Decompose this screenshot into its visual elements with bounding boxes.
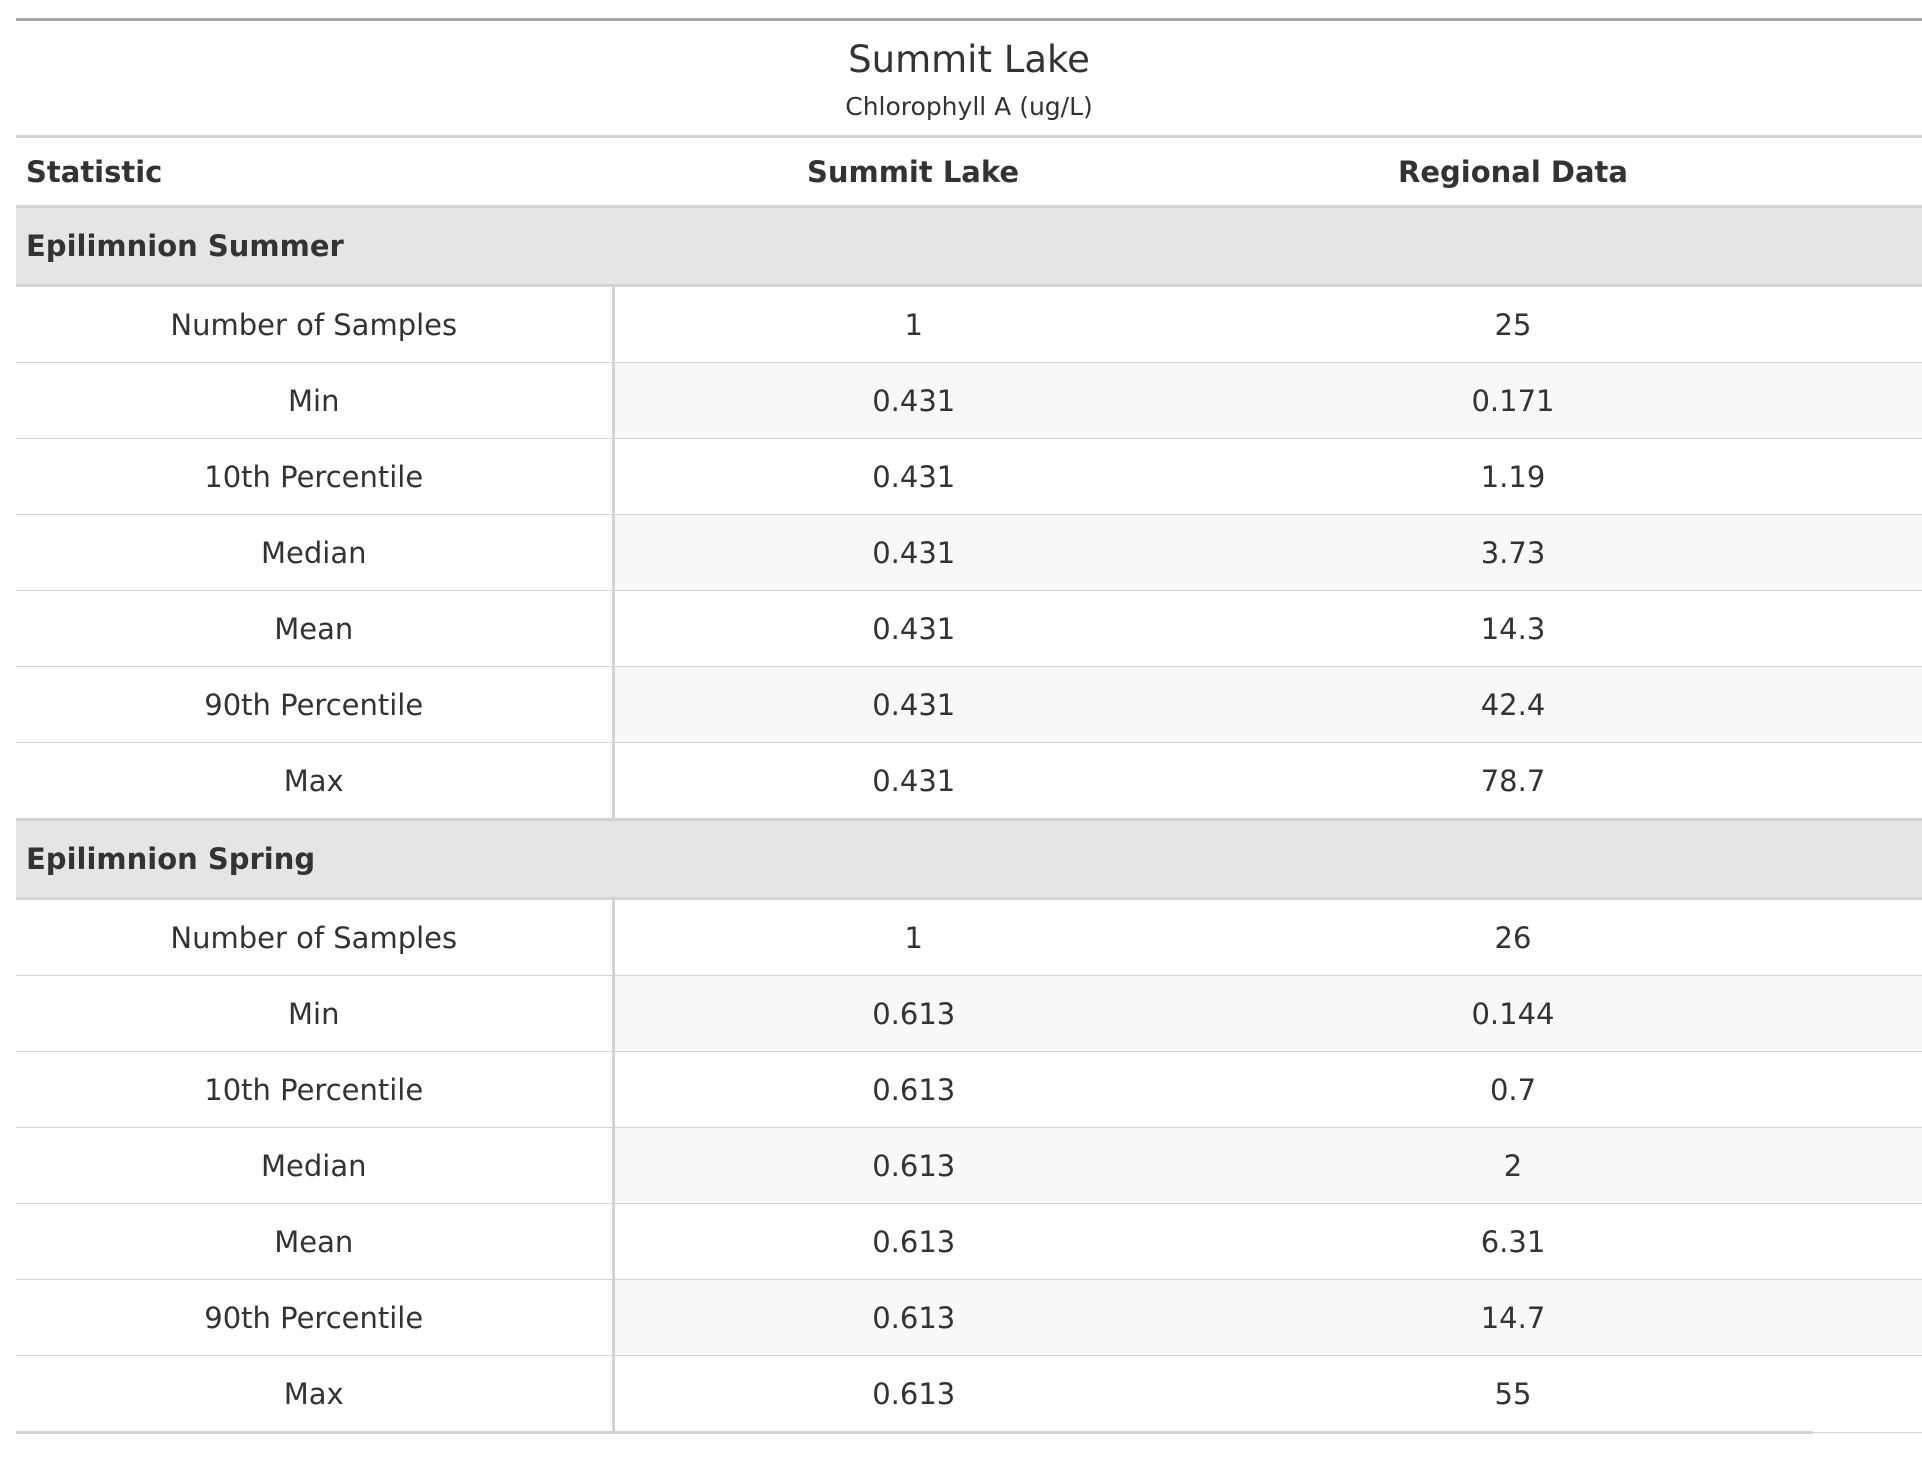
row-label: Median bbox=[16, 514, 615, 591]
regional-value: 25 bbox=[1213, 285, 1813, 363]
row-label: 90th Percentile bbox=[16, 666, 615, 743]
lake-value: 0.613 bbox=[613, 1051, 1213, 1128]
row-label: Max bbox=[16, 742, 615, 821]
regional-value: 78.7 bbox=[1213, 742, 1813, 821]
row-label: 10th Percentile bbox=[16, 438, 615, 515]
row-label: Mean bbox=[16, 1203, 615, 1280]
table-heading-cell: Summit Lake Chlorophyll A (ug/L) bbox=[16, 18, 1922, 138]
table-row: Max 0.613 55 bbox=[16, 1355, 1922, 1434]
statistics-table: Summit Lake Chlorophyll A (ug/L) Statist… bbox=[16, 18, 1922, 1434]
table-title: Summit Lake bbox=[848, 38, 1090, 81]
group-header-row: Epilimnion Summer bbox=[16, 205, 1922, 287]
row-spacer bbox=[1813, 285, 1922, 363]
lake-value: 0.613 bbox=[613, 975, 1213, 1052]
row-spacer bbox=[1813, 742, 1922, 820]
column-header-statistic: Statistic bbox=[16, 136, 613, 208]
lake-value: 0.613 bbox=[613, 1279, 1213, 1356]
regional-value: 0.7 bbox=[1213, 1051, 1813, 1128]
lake-value: 0.431 bbox=[613, 666, 1213, 743]
table-row: 90th Percentile 0.613 14.7 bbox=[16, 1279, 1922, 1356]
regional-value: 14.7 bbox=[1213, 1279, 1813, 1356]
row-spacer bbox=[1813, 590, 1922, 667]
row-label: Max bbox=[16, 1355, 615, 1434]
table-row: 90th Percentile 0.431 42.4 bbox=[16, 666, 1922, 743]
lake-value: 1 bbox=[613, 285, 1213, 363]
regional-value: 55 bbox=[1213, 1355, 1813, 1434]
regional-value: 0.144 bbox=[1213, 975, 1813, 1052]
group-header-row: Epilimnion Spring bbox=[16, 818, 1922, 900]
group-header: Epilimnion Spring bbox=[16, 818, 1922, 900]
row-spacer bbox=[1813, 975, 1922, 1052]
table-row: Number of Samples 1 26 bbox=[16, 898, 1922, 976]
regional-value: 6.31 bbox=[1213, 1203, 1813, 1280]
row-spacer bbox=[1813, 1127, 1922, 1204]
table-row: Mean 0.431 14.3 bbox=[16, 590, 1922, 667]
table-row: Mean 0.613 6.31 bbox=[16, 1203, 1922, 1280]
regional-value: 0.171 bbox=[1213, 362, 1813, 439]
lake-value: 0.431 bbox=[613, 742, 1213, 821]
table-row: 10th Percentile 0.613 0.7 bbox=[16, 1051, 1922, 1128]
lake-value: 0.431 bbox=[613, 590, 1213, 667]
row-label: Number of Samples bbox=[16, 285, 615, 363]
table-row: Min 0.613 0.144 bbox=[16, 975, 1922, 1052]
table-subtitle: Chlorophyll A (ug/L) bbox=[845, 92, 1093, 121]
row-label: 90th Percentile bbox=[16, 1279, 615, 1356]
regional-value: 26 bbox=[1213, 898, 1813, 976]
lake-value: 0.613 bbox=[613, 1127, 1213, 1204]
table-row: Min 0.431 0.171 bbox=[16, 362, 1922, 439]
row-spacer bbox=[1813, 362, 1922, 439]
regional-value: 3.73 bbox=[1213, 514, 1813, 591]
regional-value: 14.3 bbox=[1213, 590, 1813, 667]
table-heading: Summit Lake Chlorophyll A (ug/L) bbox=[16, 18, 1922, 138]
column-header-spacer bbox=[1813, 136, 1922, 208]
column-header-regional: Regional Data bbox=[1213, 136, 1813, 208]
lake-value: 0.613 bbox=[613, 1203, 1213, 1280]
table-row: Median 0.431 3.73 bbox=[16, 514, 1922, 591]
table-row: 10th Percentile 0.431 1.19 bbox=[16, 438, 1922, 515]
lake-value: 0.431 bbox=[613, 514, 1213, 591]
row-label: Number of Samples bbox=[16, 898, 615, 976]
regional-value: 42.4 bbox=[1213, 666, 1813, 743]
regional-value: 2 bbox=[1213, 1127, 1813, 1204]
column-header-lake: Summit Lake bbox=[613, 136, 1213, 208]
row-label: Min bbox=[16, 362, 615, 439]
row-spacer bbox=[1813, 1203, 1922, 1280]
row-spacer bbox=[1813, 1051, 1922, 1128]
row-spacer bbox=[1813, 1279, 1922, 1356]
regional-value: 1.19 bbox=[1213, 438, 1813, 515]
lake-value: 0.431 bbox=[613, 438, 1213, 515]
row-spacer bbox=[1813, 514, 1922, 591]
row-spacer bbox=[1813, 438, 1922, 515]
lake-value: 0.613 bbox=[613, 1355, 1213, 1434]
row-spacer bbox=[1813, 666, 1922, 743]
row-label: 10th Percentile bbox=[16, 1051, 615, 1128]
table-row: Median 0.613 2 bbox=[16, 1127, 1922, 1204]
table-row: Max 0.431 78.7 bbox=[16, 742, 1922, 821]
lake-value: 0.431 bbox=[613, 362, 1213, 439]
column-header-row: Statistic Summit Lake Regional Data bbox=[16, 136, 1922, 208]
row-label: Mean bbox=[16, 590, 615, 667]
row-spacer bbox=[1813, 898, 1922, 976]
group-header: Epilimnion Summer bbox=[16, 205, 1922, 287]
table-row: Number of Samples 1 25 bbox=[16, 285, 1922, 363]
row-spacer bbox=[1813, 1355, 1922, 1433]
row-label: Median bbox=[16, 1127, 615, 1204]
row-label: Min bbox=[16, 975, 615, 1052]
lake-value: 1 bbox=[613, 898, 1213, 976]
